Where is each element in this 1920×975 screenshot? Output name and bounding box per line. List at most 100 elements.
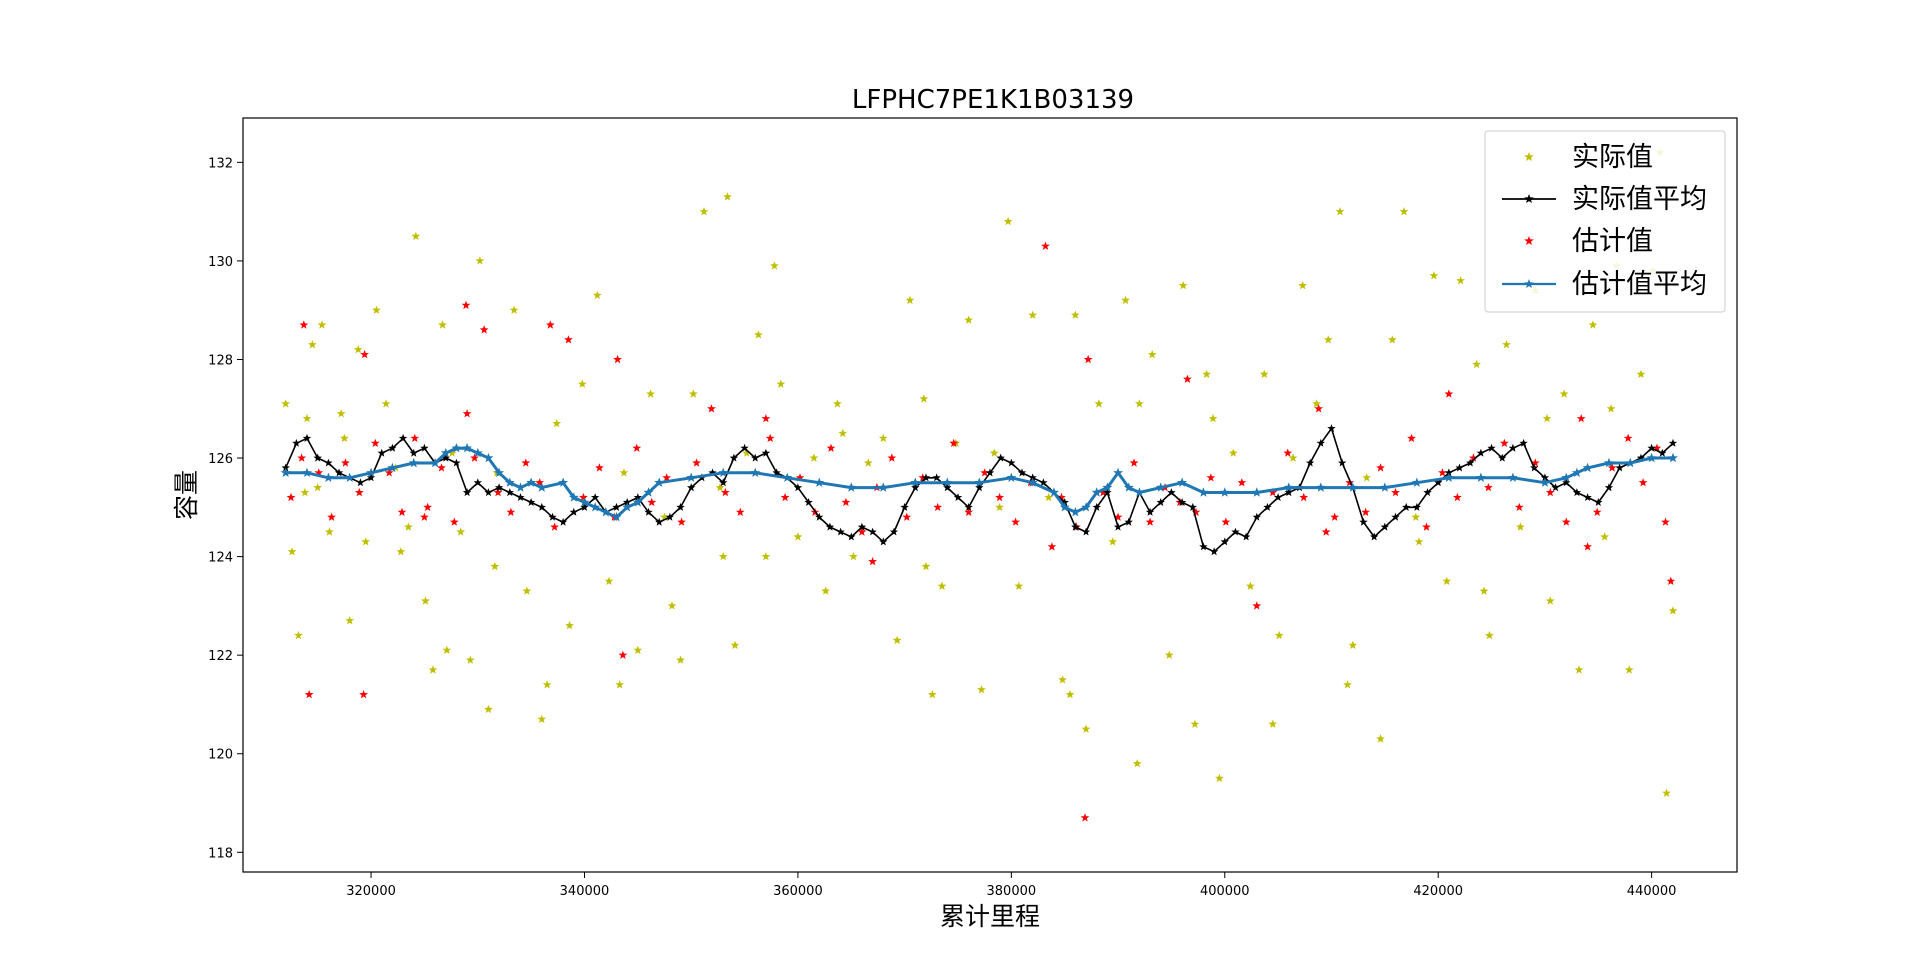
- data-point: [411, 231, 421, 240]
- data-point: [878, 433, 888, 442]
- data-point: [1259, 369, 1269, 378]
- data-point: [718, 552, 728, 561]
- data-point: [1615, 463, 1624, 472]
- data-point: [633, 645, 643, 654]
- data-point: [611, 512, 622, 522]
- data-point: [302, 414, 312, 423]
- data-point: [1006, 472, 1017, 482]
- data-point: [1199, 542, 1208, 551]
- series-2: [286, 241, 1676, 822]
- data-point: [578, 379, 587, 388]
- data-point: [1091, 487, 1102, 497]
- data-point: [953, 493, 963, 501]
- data-point: [1220, 537, 1229, 546]
- data-point: [900, 502, 909, 511]
- data-point: [676, 655, 685, 664]
- data-point: [366, 467, 376, 477]
- data-point: [1060, 498, 1069, 506]
- data-point: [937, 581, 947, 590]
- data-point: [780, 492, 790, 502]
- data-point: [479, 325, 489, 334]
- data-point: [1484, 483, 1493, 492]
- data-point: [361, 537, 371, 546]
- data-point: [1147, 349, 1157, 359]
- data-point: [838, 428, 848, 438]
- data-point: [1202, 369, 1211, 378]
- data-point: [483, 452, 494, 463]
- data-point: [340, 433, 349, 442]
- data-point: [1582, 462, 1593, 473]
- data-point: [1625, 457, 1636, 468]
- data-point: [1540, 473, 1550, 482]
- data-point: [995, 492, 1004, 502]
- data-point: [1391, 487, 1400, 497]
- data-point: [857, 522, 867, 531]
- data-point: [718, 467, 729, 477]
- data-point: [1604, 457, 1614, 468]
- data-point: [814, 477, 825, 487]
- data-point: [313, 483, 323, 492]
- data-point: [1668, 606, 1678, 615]
- data-point: [314, 468, 324, 477]
- data-point: [707, 404, 716, 413]
- data-point: [1607, 463, 1617, 472]
- data-point: [846, 482, 857, 492]
- data-point: [1314, 404, 1324, 413]
- data-point: [1273, 493, 1283, 501]
- data-point: [676, 502, 685, 511]
- data-point: [980, 468, 989, 477]
- data-point: [420, 443, 429, 452]
- data-point: [1487, 443, 1496, 452]
- data-point: [1315, 482, 1326, 492]
- data-point: [793, 483, 803, 492]
- data-point: [1444, 468, 1454, 477]
- data-point: [1347, 482, 1358, 492]
- data-point: [889, 527, 899, 536]
- data-point: [569, 507, 578, 516]
- series-3: [280, 443, 1678, 522]
- data-point: [776, 379, 786, 388]
- data-point: [1070, 507, 1081, 517]
- data-point: [408, 457, 419, 468]
- data-point: [470, 453, 479, 462]
- data-point: [1469, 453, 1478, 462]
- data-point: [1412, 502, 1421, 511]
- data-point: [441, 453, 450, 462]
- data-point: [472, 447, 483, 458]
- data-point: [1080, 813, 1090, 822]
- data-point: [1362, 473, 1372, 482]
- data-point: [344, 472, 355, 482]
- data-point: [1081, 502, 1091, 512]
- data-point: [1178, 281, 1188, 290]
- x-tick-label: 400000: [1200, 884, 1250, 899]
- data-point: [761, 448, 771, 457]
- data-point: [1028, 310, 1038, 319]
- data-point: [1502, 340, 1511, 349]
- data-point: [494, 467, 505, 477]
- series-line: [284, 427, 1674, 553]
- data-point: [1455, 463, 1464, 472]
- data-point: [1113, 512, 1123, 521]
- y-tick-label: 128: [208, 353, 233, 368]
- data-point: [580, 502, 589, 511]
- data-point: [1551, 483, 1560, 492]
- data-point: [381, 399, 391, 408]
- data-point: [1007, 458, 1016, 467]
- data-point: [1668, 438, 1678, 447]
- data-point: [1479, 586, 1489, 595]
- data-point: [905, 295, 915, 305]
- data-point: [428, 665, 438, 674]
- data-point: [995, 502, 1004, 511]
- legend-marker-actual-avg: [1502, 194, 1556, 203]
- data-point: [516, 493, 525, 501]
- data-point: [286, 492, 296, 502]
- data-point: [1387, 335, 1397, 344]
- data-point: [1312, 399, 1321, 408]
- data-point: [750, 467, 761, 477]
- data-point: [1241, 532, 1251, 541]
- data-point: [1327, 424, 1336, 432]
- data-point: [1600, 532, 1609, 541]
- data-point: [1058, 675, 1067, 684]
- data-point: [1330, 512, 1340, 521]
- data-point: [1472, 359, 1481, 369]
